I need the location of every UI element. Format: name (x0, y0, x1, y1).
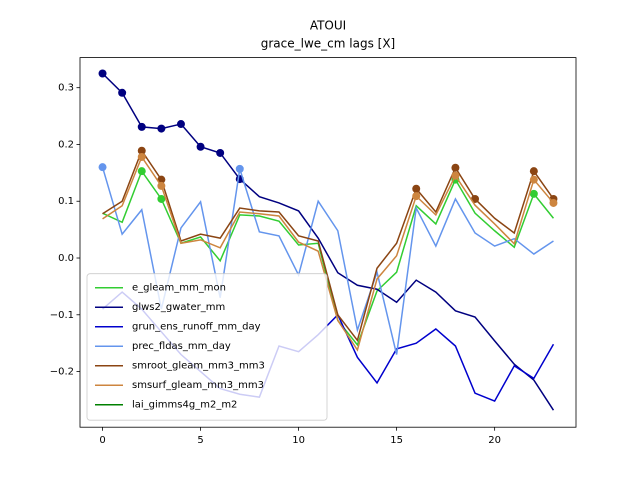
point-marker (137, 122, 146, 131)
series-line (101, 166, 554, 355)
legend-box (86, 273, 328, 421)
x-tick-label: 20 (488, 435, 501, 446)
legend-label: e_gleam_mm_mon (132, 283, 226, 294)
point-marker (176, 120, 185, 129)
point-marker (412, 192, 421, 201)
point-marker (196, 142, 205, 151)
legend-label: smroot_gleam_mm3_mm3 (132, 361, 265, 372)
plot-area (98, 69, 558, 411)
legend-label: grun_ens_runoff_mm_day (132, 322, 261, 333)
legend-label: smsurf_gleam_mm3_mm3 (132, 380, 264, 391)
point-marker (529, 167, 538, 176)
point-marker (118, 88, 127, 97)
point-marker (157, 181, 166, 190)
point-marker (235, 164, 244, 173)
y-tick-label: 0.2 (58, 139, 74, 150)
point-marker (98, 163, 107, 172)
x-tick-label: 15 (390, 435, 403, 446)
point-marker (549, 198, 558, 207)
point-marker (137, 152, 146, 161)
point-marker (137, 146, 146, 155)
chart-subtitle: grace_lwe_cm lags [X] (261, 37, 395, 51)
series-line (102, 149, 555, 342)
y-tick-label: 0.1 (58, 196, 74, 207)
point-marker (412, 184, 421, 193)
point-marker (157, 124, 166, 133)
y-tick-label: −0.1 (50, 310, 74, 321)
point-marker (157, 194, 166, 203)
point-marker (216, 148, 225, 157)
series-line (102, 155, 555, 352)
point-marker (98, 69, 107, 78)
y-tick-label: 0.3 (58, 83, 74, 94)
point-marker (529, 189, 538, 198)
point-marker (137, 167, 146, 176)
x-tick-label: 10 (292, 435, 305, 446)
legend-label: lai_gimms4g_m2_m2 (132, 400, 237, 411)
x-tick-label: 5 (197, 435, 203, 446)
y-tick-label: 0.0 (58, 253, 74, 264)
y-tick-label: −0.2 (50, 367, 74, 378)
point-marker (451, 163, 460, 172)
x-tick-label: 0 (99, 435, 105, 446)
legend: e_gleam_mm_mon glws2_gwater_mm grun_ens_ru… (86, 273, 328, 421)
legend-label: glws2_gwater_mm (132, 302, 225, 313)
axes-frame (79, 57, 577, 428)
legend-label: prec_fldas_mm_day (132, 341, 231, 352)
point-marker (529, 175, 538, 184)
point-marker (451, 171, 460, 180)
chart-title: ATOUI (310, 19, 346, 33)
